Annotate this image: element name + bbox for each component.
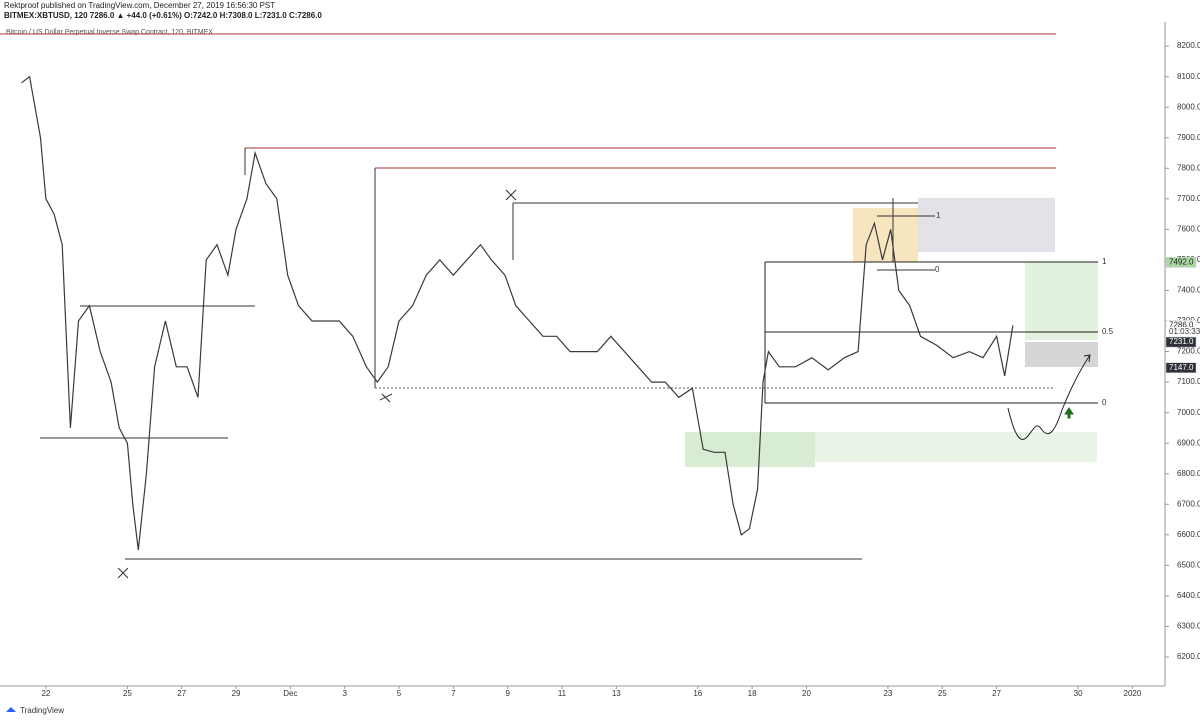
y-tick-label: 7700.0	[1177, 194, 1200, 203]
price-label-bg	[1165, 257, 1197, 268]
fib-label: 1	[936, 211, 941, 220]
y-tick-label: 6800.0	[1177, 469, 1200, 478]
y-tick-label: 7400.0	[1177, 286, 1200, 295]
x-tick-label: 20	[802, 689, 811, 698]
x-tick-label: 27	[992, 689, 1001, 698]
price-line	[21, 75, 1014, 551]
chart-title: Bitcoin / US Dollar Perpetual Inverse Sw…	[6, 29, 213, 36]
x-tick-label: 5	[397, 689, 402, 698]
price-label-bg	[1165, 362, 1197, 373]
fib-label: 0	[935, 265, 940, 274]
drawings	[0, 33, 1098, 579]
x-tick-label: 29	[232, 689, 241, 698]
fib-label: 0	[1102, 398, 1107, 407]
price-label: 7231.0	[1169, 337, 1194, 346]
x-tick-label: 27	[177, 689, 186, 698]
x-tick-label: 3	[342, 689, 347, 698]
y-tick-label: 8000.0	[1177, 102, 1200, 111]
countdown: 01:03:33	[1169, 327, 1200, 336]
y-tick-label: 7000.0	[1177, 408, 1200, 417]
y-tick-label: 6600.0	[1177, 530, 1200, 539]
footer-brand: TradingView	[20, 706, 64, 715]
price-label: 7147.0	[1169, 363, 1194, 372]
price-label-bg	[1165, 336, 1197, 348]
x-tick-label: 25	[123, 689, 132, 698]
x-tick-label: 22	[41, 689, 50, 698]
fib-label: 1	[1102, 257, 1107, 266]
y-tick-label: 8100.0	[1177, 72, 1200, 81]
publisher: Rektproof published on TradingView.com, …	[4, 1, 275, 10]
projection-path	[1007, 354, 1091, 440]
x-tick-label: 16	[693, 689, 702, 698]
price-label: 7492.0	[1169, 257, 1194, 266]
y-tick-label: 6700.0	[1177, 499, 1200, 508]
symbol-info: BITMEX:XBTUSD, 120 7286.0 ▲ +44.0 (+0.61…	[4, 11, 322, 20]
y-tick-label: 6500.0	[1177, 560, 1200, 569]
x-tick-label: 13	[612, 689, 621, 698]
y-tick-label: 7100.0	[1177, 377, 1200, 386]
y-tick-label: 7600.0	[1177, 224, 1200, 233]
zone-box	[815, 432, 1097, 462]
x-tick-label: 23	[883, 689, 892, 698]
zone-box	[853, 208, 918, 262]
fib-label: 0.5	[1102, 327, 1114, 336]
y-tick-label: 7900.0	[1177, 133, 1200, 142]
y-tick-label: 7200.0	[1177, 347, 1200, 356]
zone-box	[685, 432, 815, 467]
x-tick-label: 9	[505, 689, 510, 698]
countdown-bg	[1166, 327, 1196, 337]
logo	[6, 707, 16, 712]
x-tick-label: 18	[748, 689, 757, 698]
zone-box	[918, 198, 1055, 252]
x-tick-label: 11	[558, 689, 567, 698]
y-tick-label: 6900.0	[1177, 438, 1200, 447]
x-mark	[117, 189, 517, 579]
y-tick-label: 6400.0	[1177, 591, 1200, 600]
y-tick-label: 8200.0	[1177, 41, 1200, 50]
x-tick-label: 2020	[1124, 689, 1142, 698]
y-tick-label: 6200.0	[1177, 652, 1200, 661]
x-tick-label: 25	[938, 689, 947, 698]
zone-box	[1025, 342, 1098, 367]
x-tick-label: 7	[451, 689, 456, 698]
x-tick-label: 30	[1074, 689, 1083, 698]
y-tick-label: 6300.0	[1177, 622, 1200, 631]
price-label: 7286.0	[1169, 320, 1194, 329]
footer-bar	[0, 700, 1200, 722]
y-tick-label: 7800.0	[1177, 163, 1200, 172]
x-tick-label: Dec	[283, 689, 297, 698]
arrow-icon	[1064, 407, 1074, 419]
zone-box	[1025, 262, 1098, 340]
